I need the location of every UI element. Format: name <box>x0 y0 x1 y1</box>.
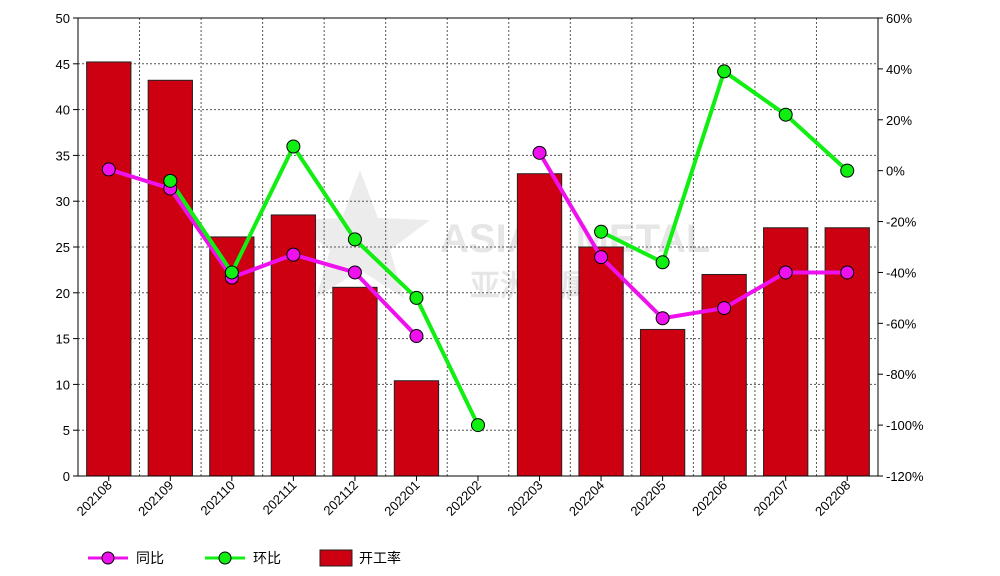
legend-bar-swatch-icon <box>319 549 353 567</box>
left-tick-label: 10 <box>56 377 70 392</box>
left-tick-label: 40 <box>56 103 70 118</box>
data-point <box>347 232 362 247</box>
x-tick-label: 202108 <box>74 478 115 519</box>
data-point <box>594 250 609 265</box>
grid <box>78 18 878 476</box>
x-tick-label: 202109 <box>135 478 176 519</box>
bar <box>332 286 378 477</box>
data-point <box>286 139 301 154</box>
legend-item-mom: 环比 <box>205 551 281 567</box>
watermark-star-icon <box>290 170 430 298</box>
legend-mom-marker-icon <box>218 551 232 565</box>
legend-yoy-marker-icon <box>101 551 115 565</box>
left-tick-label: 25 <box>56 240 70 255</box>
data-point <box>286 247 301 262</box>
right-tick-label: -40% <box>886 265 917 280</box>
data-point <box>717 64 732 79</box>
data-point <box>655 311 670 326</box>
right-tick-label: -60% <box>886 316 917 331</box>
data-point <box>840 163 855 178</box>
bar <box>639 328 686 477</box>
bar <box>393 380 440 477</box>
right-tick-label: -80% <box>886 367 917 382</box>
x-tick-label: 202201 <box>381 478 422 519</box>
x-tick-label: 202208 <box>812 478 853 519</box>
data-point <box>224 265 239 280</box>
right-tick-label: -120% <box>886 469 924 484</box>
data-point <box>655 255 670 270</box>
right-tick-label: 60% <box>886 11 912 26</box>
bar <box>763 227 809 477</box>
data-point <box>409 290 424 305</box>
x-tick-label: 202111 <box>260 478 300 518</box>
bar <box>86 61 132 477</box>
legend-item-utilization: 开工率 <box>319 549 401 567</box>
data-point <box>778 107 793 122</box>
x-tick-label: 202205 <box>627 478 668 519</box>
right-tick-label: 20% <box>886 113 912 128</box>
right-tick-label: -100% <box>886 418 924 433</box>
x-tick-label: 202204 <box>566 478 607 519</box>
left-axis-ticks: 0 5 10 15 20 25 30 35 40 45 50 <box>56 11 78 484</box>
line-series <box>101 64 855 433</box>
left-tick-label: 30 <box>56 194 70 209</box>
x-axis-ticks: 202108 202109 202110 202111 202112 202201 2022… <box>74 476 853 519</box>
bar <box>516 173 563 477</box>
right-axis-ticks: -120% -100% -80% -60% -40% -20% 0% 20% 40% 60% <box>878 11 924 484</box>
right-tick-label: 40% <box>886 62 912 77</box>
data-point <box>840 265 855 280</box>
bar <box>578 246 624 477</box>
data-point <box>594 224 609 239</box>
x-tick-label: 202112 <box>320 478 361 519</box>
legend-utilization-label: 开工率 <box>359 550 401 567</box>
left-tick-label: 50 <box>56 11 70 26</box>
x-tick-label: 202202 <box>443 478 484 519</box>
bar-series <box>86 61 870 477</box>
data-point <box>163 173 178 188</box>
data-point <box>347 265 362 280</box>
data-point <box>778 265 793 280</box>
data-point <box>409 329 424 344</box>
left-tick-label: 35 <box>56 148 70 163</box>
x-tick-label: 202206 <box>689 478 730 519</box>
x-tick-label: 202207 <box>751 478 792 519</box>
series-line <box>108 167 418 338</box>
data-point <box>532 145 547 160</box>
series-line <box>168 144 480 426</box>
left-tick-label: 5 <box>63 423 70 438</box>
left-tick-label: 0 <box>63 469 70 484</box>
bar <box>147 79 193 477</box>
data-point <box>101 162 116 177</box>
legend-mom-label: 环比 <box>253 551 281 567</box>
left-tick-label: 15 <box>56 332 70 347</box>
bar <box>824 227 870 477</box>
legend-yoy-label: 同比 <box>136 551 164 567</box>
legend: 同比 环比 开工率 <box>88 549 401 567</box>
legend-item-yoy: 同比 <box>88 551 164 567</box>
right-tick-label: 0% <box>886 164 905 179</box>
data-point <box>471 418 485 433</box>
x-tick-label: 202110 <box>197 478 238 519</box>
series-line <box>537 151 848 321</box>
bar <box>701 273 747 477</box>
data-point <box>717 301 732 316</box>
x-tick-label: 202203 <box>504 478 545 519</box>
left-tick-label: 45 <box>56 57 70 72</box>
left-tick-label: 20 <box>56 286 70 301</box>
right-tick-label: -20% <box>886 215 917 230</box>
